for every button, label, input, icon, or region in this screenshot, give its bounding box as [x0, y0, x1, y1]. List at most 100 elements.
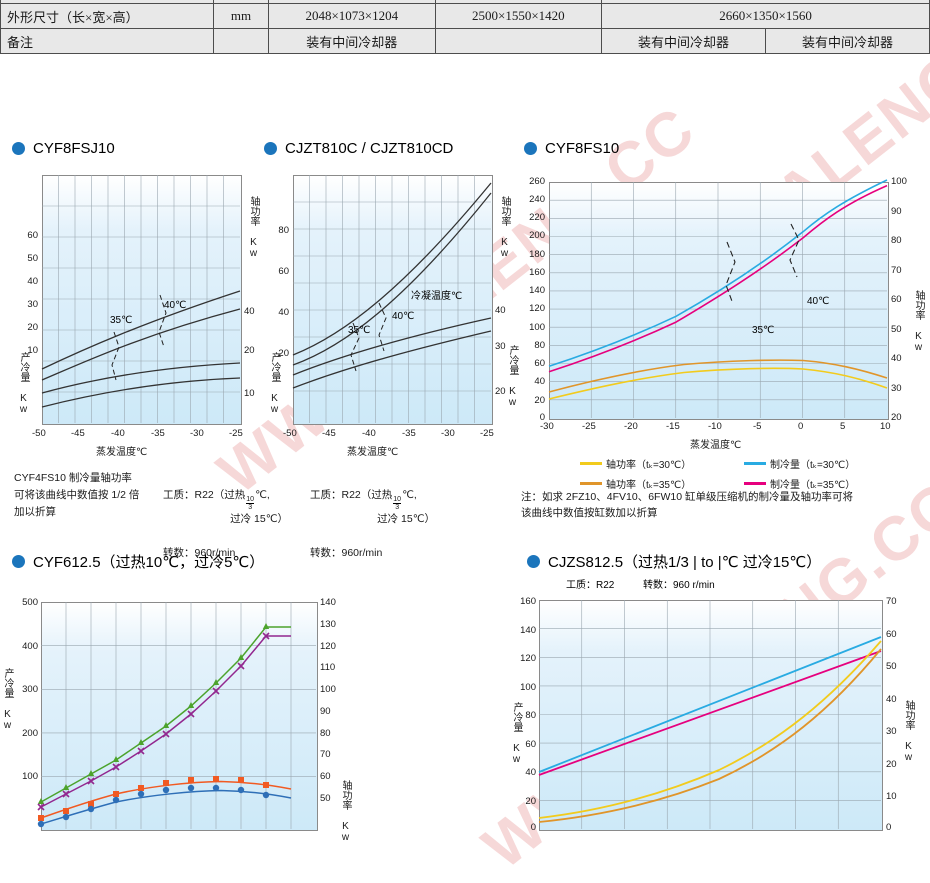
superheat-fraction: 10 3 [246, 495, 255, 512]
y-tick: 120 [529, 303, 545, 314]
y-tick: 140 [520, 625, 536, 636]
row-label: 外形尺寸（长×宽×高） [0, 3, 214, 29]
legend-line-icon [580, 462, 602, 465]
speed-line: 转数：960r/min [163, 547, 236, 560]
x-tick: -50 [32, 428, 46, 439]
y-tick: 30 [27, 299, 38, 310]
y-tick: 80 [278, 225, 289, 236]
y-tick: 500 [22, 597, 38, 608]
frac-den: 3 [248, 504, 253, 512]
y2-tick: 0 [886, 822, 892, 833]
chart1-svg [41, 175, 241, 423]
y-tick: 100 [529, 322, 545, 333]
y-tick: 400 [22, 641, 38, 652]
y2-tick: 50 [320, 793, 331, 804]
bullet-icon [12, 142, 25, 155]
medium-prefix: 工质：R22（过热 [310, 488, 393, 501]
x-tick: -35 [151, 428, 165, 439]
bullet-icon [524, 142, 537, 155]
x-axis-label: 蒸发温度℃ [690, 440, 742, 451]
y2-tick: 30 [891, 383, 902, 394]
x-axis-label: 蒸发温度℃ [347, 447, 399, 458]
plot-area [539, 600, 883, 831]
y2-tick: 110 [320, 662, 336, 673]
y2-tick: 40 [891, 353, 902, 364]
legend-line-icon [580, 482, 602, 485]
section-heading-cjzt810c: CJZT810C / CJZT810CD [264, 140, 453, 157]
legend-line-icon [744, 462, 766, 465]
chart3-svg [548, 179, 888, 418]
table-row: 外形尺寸（长×宽×高） mm 2048×1073×1204 2500×1550×… [0, 3, 930, 29]
y-tick: 140 [529, 285, 545, 296]
row-unit: mm [213, 3, 269, 29]
x-tick: -40 [111, 428, 125, 439]
y-tick: 180 [529, 249, 545, 260]
x-tick: -35 [402, 428, 416, 439]
y2-tick: 40 [886, 694, 897, 705]
cell: 装有中间冷却器 [268, 28, 436, 54]
y-tick: 20 [27, 322, 38, 333]
y-tick: 20 [525, 796, 536, 807]
y-tick: 80 [534, 340, 545, 351]
curve-annotation-condense: 冷凝温度℃ [411, 291, 463, 302]
row-unit [213, 28, 269, 54]
y2-tick: 120 [320, 641, 336, 652]
medium-suffix: ℃, [255, 488, 270, 501]
legend-item: 制冷量（tₖ=30℃） [744, 456, 904, 471]
cell: 装有中间冷却器 [601, 28, 767, 54]
legend-label: 轴功率（tₖ=30℃） [606, 460, 692, 471]
y2-tick: 50 [891, 324, 902, 335]
x-tick: -5 [753, 421, 762, 432]
y-tick: 10 [27, 345, 38, 356]
bullet-icon [264, 142, 277, 155]
x-axis-label: 蒸发温度℃ [96, 447, 148, 458]
x-tick: -30 [441, 428, 455, 439]
x-tick: -15 [666, 421, 680, 432]
y2-tick: 90 [320, 706, 331, 717]
y2-axis-label: 轴功率 Kw [248, 196, 259, 259]
table-row: 备注 装有中间冷却器 装有中间冷却器 装有中间冷却器 [0, 28, 930, 54]
bullet-icon [527, 555, 540, 568]
y-tick: 160 [520, 596, 536, 607]
y-tick: 220 [529, 212, 545, 223]
y2-tick: 40 [244, 306, 255, 317]
x-tick: 5 [840, 421, 846, 432]
y-axis-label: 产冷量 Kw [269, 352, 280, 415]
y-tick: 60 [27, 230, 38, 241]
y2-tick: 40 [495, 305, 506, 316]
row-label: 备注 [0, 28, 214, 54]
x-tick: -40 [362, 428, 376, 439]
y-tick: 100 [22, 771, 38, 782]
y-tick: 60 [525, 739, 536, 750]
section-title: CYF612.5（过热10℃，过冷5℃） [33, 554, 265, 571]
y2-axis-label: 轴功率 Kw [903, 700, 914, 763]
section-title: CYF8FSJ10 [33, 140, 115, 157]
y-tick: 160 [529, 267, 545, 278]
x-tick: -30 [540, 421, 554, 432]
x-tick: -45 [322, 428, 336, 439]
subcool-line: 过冷 15℃） [377, 513, 435, 526]
frac-num: 10 [393, 495, 402, 505]
y2-tick: 100 [891, 176, 907, 187]
spec-table-wrapper: 机组重量 kg 1836 2680 2800 外形尺寸（长×宽×高） mm 20… [0, 0, 930, 54]
cell: 2660×1350×1560 [601, 3, 930, 29]
y-axis-label: 产冷量 Kw [507, 345, 518, 408]
section-heading-cyf8fs10: CYF8FS10 [524, 140, 619, 157]
frac-num: 10 [246, 495, 255, 505]
cell: 2048×1073×1204 [268, 3, 436, 29]
chart2-svg [292, 175, 492, 423]
plot-area [42, 175, 242, 425]
y2-tick: 60 [886, 629, 897, 640]
y2-tick: 80 [891, 235, 902, 246]
chart2-medium-note: 工质：R22（过热 10 3 ℃, 过冷 15℃） 转数：960r/min [310, 470, 435, 579]
y2-tick: 20 [891, 412, 902, 423]
x-tick: -30 [190, 428, 204, 439]
cjzs812-speed: 转数：960 r/min [643, 580, 715, 591]
y2-tick: 100 [320, 684, 336, 695]
y2-tick: 10 [886, 791, 897, 802]
legend-row: 轴功率（tₖ=35℃） 制冷量（tₖ=35℃） [580, 476, 904, 491]
y-tick: 20 [534, 395, 545, 406]
y-axis-label: 产冷量 Kw [511, 702, 522, 765]
chart4-svg [37, 602, 316, 829]
x-tick: -20 [624, 421, 638, 432]
